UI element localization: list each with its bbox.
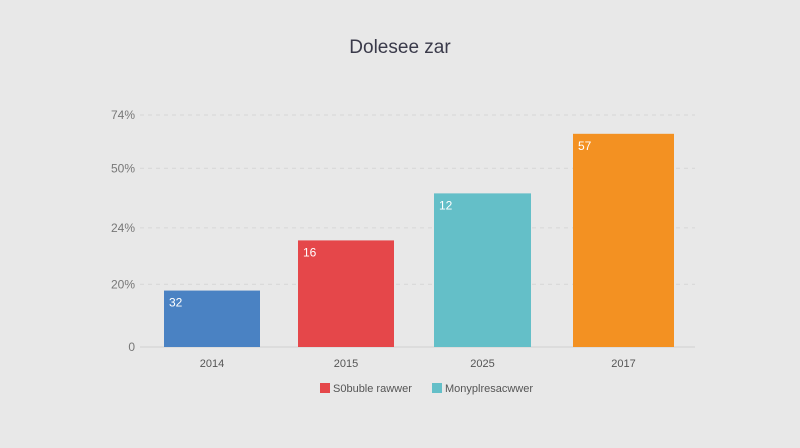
data-label: 57 (578, 139, 592, 153)
legend-label: Monyplresacwwer (445, 383, 533, 395)
x-tick-label: 2014 (200, 358, 224, 370)
bar-2015 (298, 240, 394, 347)
data-label: 32 (169, 296, 183, 310)
x-tick-label: 2015 (334, 358, 358, 370)
data-label: 16 (303, 245, 317, 259)
chart-title: Dolesee zar (349, 37, 451, 58)
x-tick-label: 2025 (470, 358, 494, 370)
bar-2025 (434, 193, 531, 347)
legend-label: S0buble rawwer (333, 383, 412, 395)
y-tick-label: 50% (111, 161, 135, 175)
legend-swatch (432, 383, 442, 393)
data-label: 12 (439, 198, 453, 212)
bar-2017 (573, 133, 674, 347)
y-tick-label: 0 (128, 340, 135, 354)
x-tick-label: 2017 (611, 358, 635, 370)
bar-2014 (164, 290, 260, 347)
y-tick-label: 24% (111, 221, 135, 235)
y-tick-label: 20% (111, 277, 135, 291)
y-tick-label: 74% (111, 108, 135, 122)
legend-swatch (320, 383, 330, 393)
